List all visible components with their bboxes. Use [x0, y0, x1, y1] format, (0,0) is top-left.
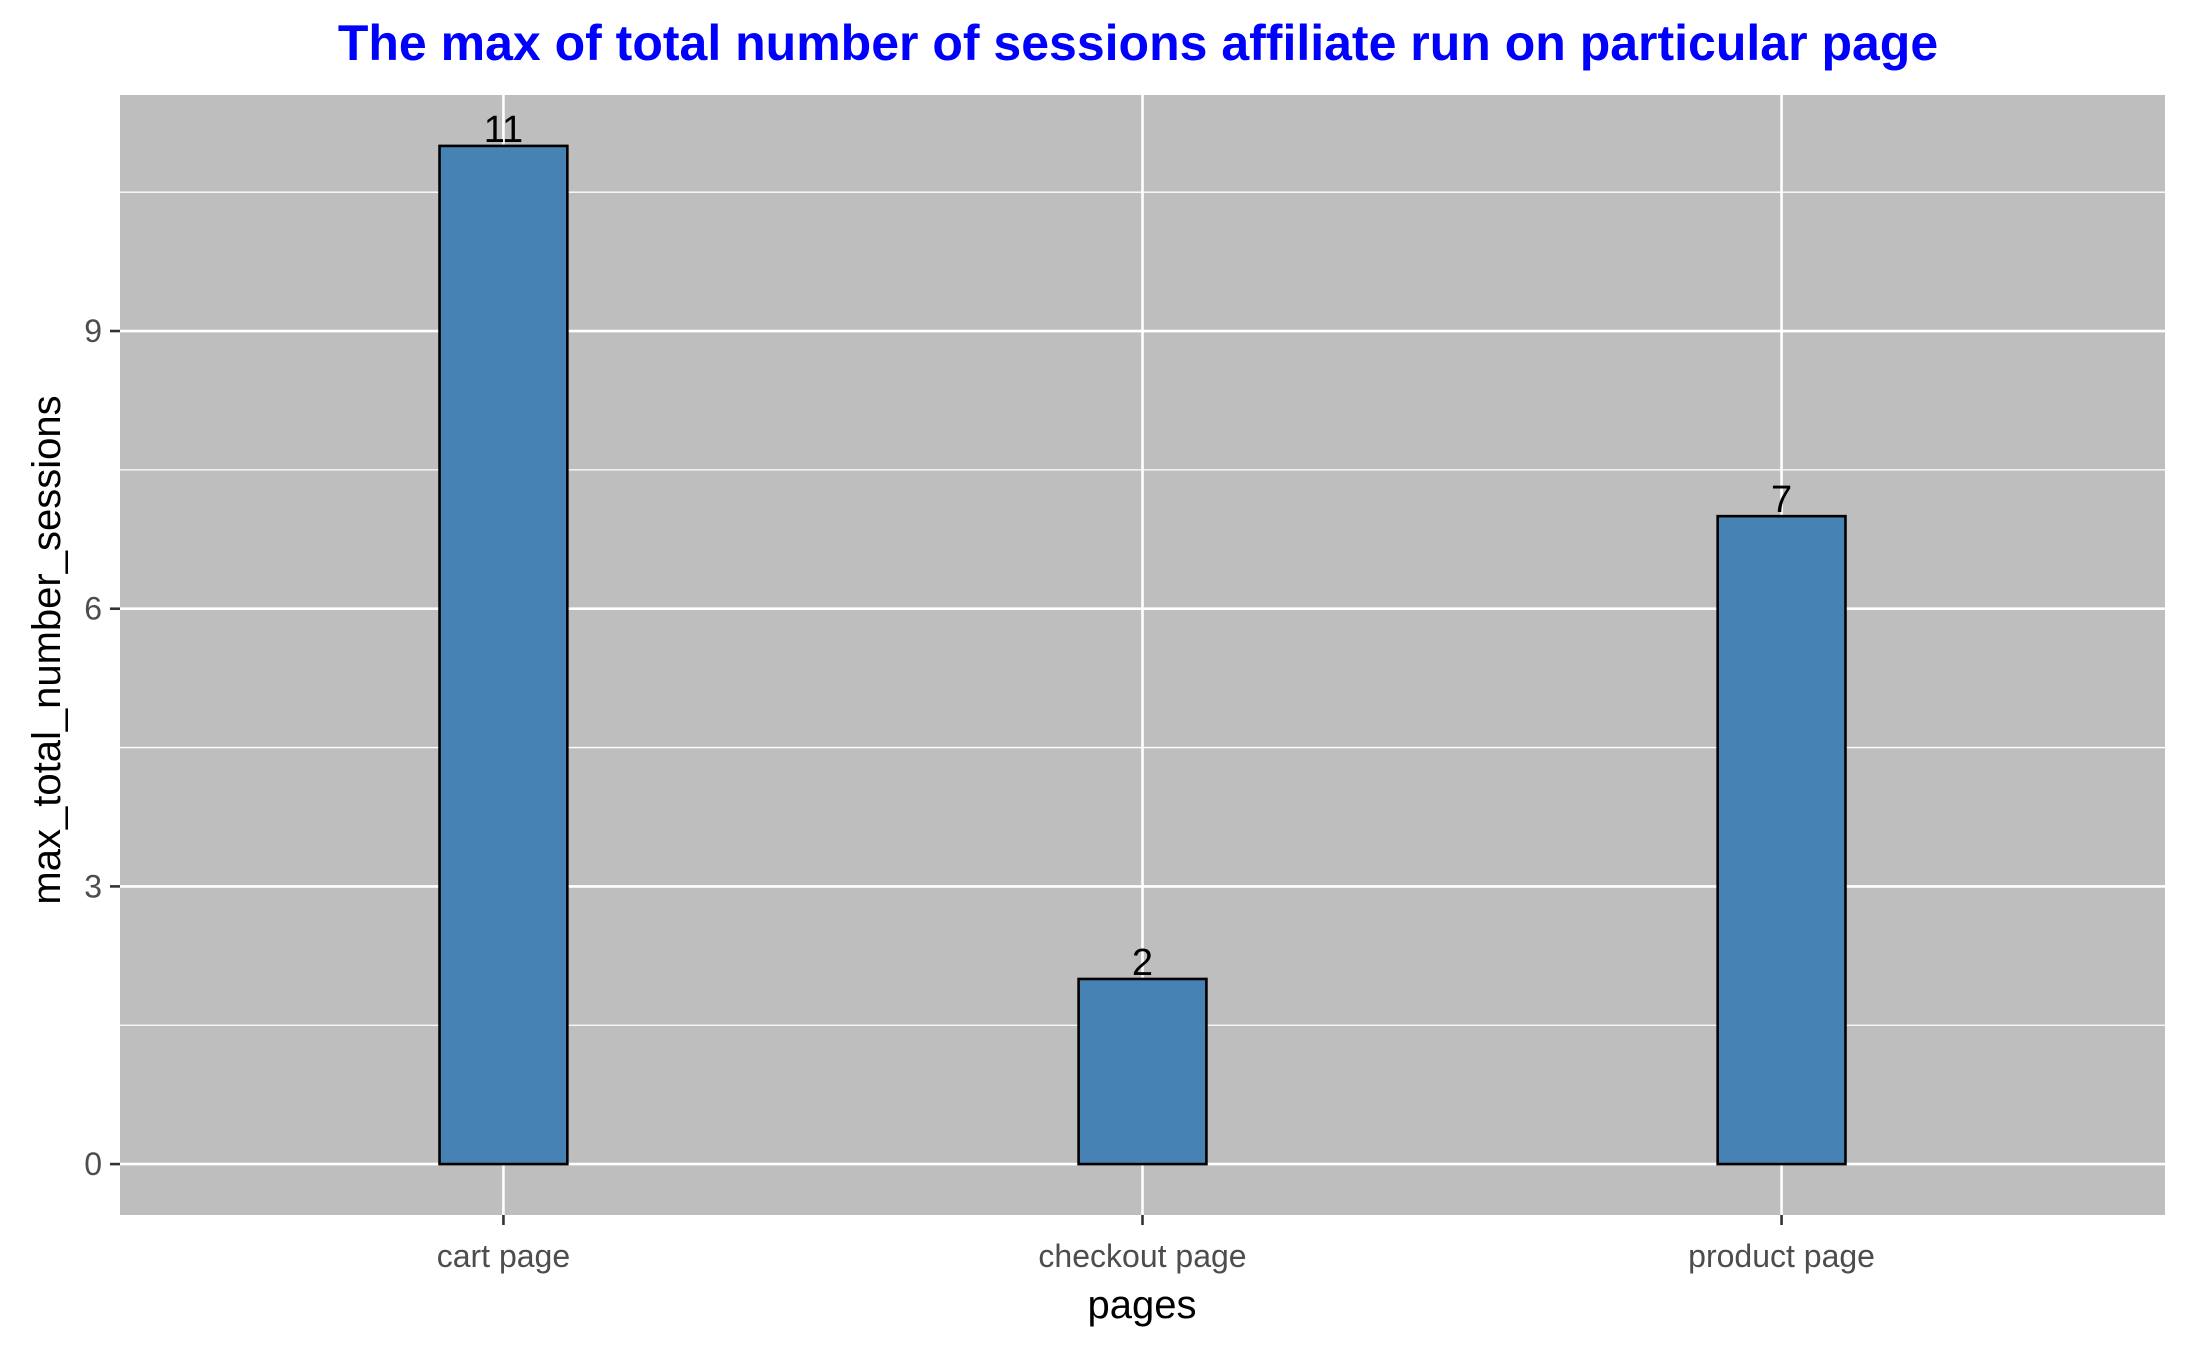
data-label-checkout-page: 2 — [1132, 942, 1153, 984]
y-tick-label: 3 — [84, 868, 102, 904]
x-tick-label: cart page — [437, 1238, 570, 1274]
x-axis: cart page checkout page product page — [437, 1215, 1875, 1274]
bar-checkout-page — [1077, 977, 1208, 1166]
bar-cart-page — [438, 144, 569, 1166]
x-tick-label: product page — [1688, 1238, 1875, 1274]
y-tick-label: 0 — [84, 1146, 102, 1182]
y-tick-label: 6 — [84, 591, 102, 627]
x-tick-label: checkout page — [1038, 1238, 1246, 1274]
chart-title: The max of total number of sessions affi… — [338, 15, 1938, 71]
data-label-product-page: 7 — [1771, 479, 1792, 521]
y-axis-title: max_total_number_sessions — [25, 395, 69, 904]
y-tick-label: 9 — [84, 313, 102, 349]
data-label-cart-page: 11 — [484, 109, 523, 151]
bar-data-labels: 11 2 7 — [484, 109, 1792, 984]
y-axis: 0 3 6 9 — [84, 313, 120, 1182]
x-axis-title: pages — [1088, 1283, 1197, 1327]
bars — [438, 144, 1847, 1166]
bar-product-page — [1716, 514, 1847, 1166]
